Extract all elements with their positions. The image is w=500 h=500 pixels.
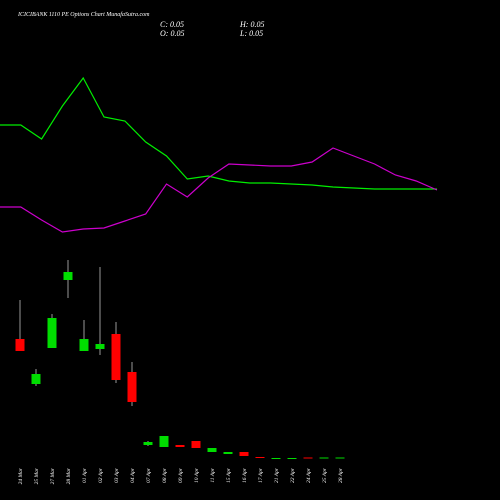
candle-body [143,442,153,445]
x-tick-label: 10 Apr [194,467,200,483]
overlay-line [0,147,438,233]
x-tick-label: 03 Apr [114,467,120,483]
candle-body [287,458,297,459]
stat: C: 0.05 [160,20,184,29]
candle-body [255,457,265,458]
candle-body [319,457,329,459]
x-tick-label: 27 Mar [50,467,56,484]
candle-body [191,441,201,448]
x-tick-label: 28 Mar [66,467,72,484]
candle-body [271,458,281,459]
candle-body [15,339,25,351]
x-tick-label: 16 Apr [242,467,248,483]
stat: H: 0.05 [239,20,264,29]
x-tick-label: 24 Apr [305,467,312,483]
x-tick-label: 28 Apr [338,467,344,483]
candle-body [239,452,249,456]
x-tick-label: 11 Apr [210,467,216,482]
x-tick-label: 02 Apr [98,467,104,483]
x-tick-label: 09 Apr [178,467,184,483]
candle-body [111,334,121,380]
x-tick-label: 08 Apr [162,467,168,483]
candle-body [303,457,313,459]
candle-body [95,344,105,349]
x-tick-label: 17 Apr [258,467,264,483]
x-tick-label: 15 Apr [226,467,232,483]
x-tick-label: 01 Apr [82,467,88,483]
candle-body [63,272,73,280]
stat: L: 0.05 [239,29,263,38]
candle-body [31,374,41,384]
candle-body [223,452,233,454]
candle-body [159,436,169,447]
candle-body [127,372,137,402]
x-tick-label: 07 Apr [146,467,152,483]
x-tick-label: 25 Apr [322,467,328,483]
candle-body [79,339,89,351]
x-tick-label: 25 Mar [34,467,40,484]
x-tick-label: 04 Apr [129,467,136,483]
candle-body [47,318,57,348]
candle-body [335,457,345,459]
chart-title: ICICIBANK 1110 PE Options Chart MunafaSu… [17,11,150,18]
overlay-line [0,76,437,190]
x-tick-label: 22 Apr [290,467,296,483]
candle-body [207,448,217,452]
candle-body [175,445,185,447]
stat: O: 0.05 [160,29,184,38]
x-tick-label: 21 Apr [274,467,280,483]
x-tick-label: 24 Mar [17,467,24,484]
